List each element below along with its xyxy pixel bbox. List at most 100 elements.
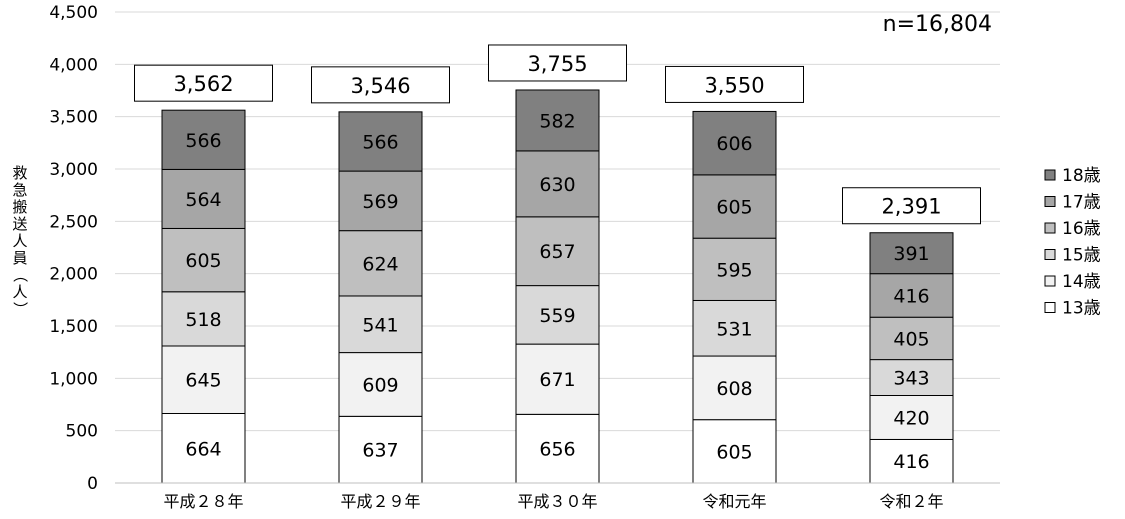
- data-label: 518: [185, 309, 221, 331]
- data-label: 416: [893, 285, 929, 307]
- y-tick-label: 1,500: [49, 317, 98, 337]
- x-tick-label: 平成２９年: [340, 492, 420, 511]
- y-axis-label-char: 人: [12, 232, 27, 250]
- bar-segment: [692, 355, 777, 421]
- y-tick-label: 0: [87, 474, 98, 494]
- total-labels: 3,562 3,546 3,755 3,550 2,391: [134, 44, 981, 225]
- legend-label: 18歳: [1062, 166, 1101, 186]
- data-label: 657: [539, 241, 575, 263]
- bar-segment: [338, 230, 423, 297]
- x-tick-label: 令和元年: [702, 492, 766, 511]
- bar-segment: [515, 285, 600, 345]
- data-label: 664: [185, 438, 221, 460]
- data-label: 566: [362, 131, 398, 153]
- y-tick-label: 3,000: [49, 160, 98, 180]
- data-label: 637: [362, 440, 398, 462]
- data-label: 582: [539, 110, 575, 132]
- legend-swatch: [1044, 275, 1056, 287]
- bar-segment: [515, 216, 600, 287]
- data-label: 559: [539, 305, 575, 327]
- data-label: 608: [716, 378, 752, 400]
- bar-segment: [515, 413, 600, 484]
- y-tick-label: 4,500: [49, 3, 98, 23]
- total-box: [311, 66, 450, 104]
- bar-segment: [515, 343, 600, 415]
- total-label: 3,755: [527, 52, 587, 76]
- data-label: 630: [539, 174, 575, 196]
- y-axis-label-char: 送: [12, 215, 27, 233]
- total-box: [488, 44, 627, 82]
- x-tick-label: 平成３０年: [517, 492, 597, 511]
- data-label: 405: [893, 328, 929, 350]
- bar-segment: [692, 419, 777, 484]
- data-label: 645: [185, 370, 221, 392]
- bar-segment: [338, 111, 423, 172]
- x-tick-label: 令和２年: [879, 492, 943, 511]
- y-tick-label: 4,000: [49, 55, 98, 75]
- data-label: 420: [893, 407, 929, 429]
- y-axis-label-char: 急: [12, 181, 27, 199]
- bar-segment: [692, 110, 777, 176]
- legend-swatch: [1044, 302, 1056, 313]
- data-label: 416: [893, 451, 929, 473]
- y-axis-label-char: 救: [12, 164, 27, 182]
- bar-segment: [515, 89, 600, 152]
- total-label: 3,546: [350, 74, 410, 98]
- data-label: 531: [716, 318, 752, 340]
- bar-segment: [692, 237, 777, 301]
- bar-segment: [161, 291, 246, 347]
- total-label: 2,391: [881, 195, 941, 219]
- bar-segment: [161, 345, 246, 415]
- data-label: 391: [893, 243, 929, 265]
- data-label: 595: [716, 259, 752, 281]
- total-label: 3,562: [173, 72, 233, 96]
- y-axis-label-char: 人: [12, 283, 27, 301]
- bar-segment: [515, 150, 600, 218]
- bar-segment: [338, 295, 423, 354]
- bar-segment: [869, 232, 954, 275]
- x-tick-label: 平成２８年: [163, 492, 243, 511]
- bar-segment: [338, 352, 423, 417]
- legend-swatch: [1044, 169, 1056, 181]
- bar-segment: [869, 316, 954, 361]
- legend-swatch: [1044, 222, 1056, 234]
- data-label: 605: [716, 197, 752, 219]
- bar-segment: [692, 299, 777, 357]
- bar-segment: [161, 168, 246, 229]
- total-box: [665, 65, 804, 103]
- data-label: 609: [362, 374, 398, 396]
- legend-swatch: [1044, 249, 1056, 260]
- y-axis-label-char: ）: [11, 301, 29, 316]
- total-box: [134, 64, 273, 102]
- bars: 664 645 518 605 564 566 637 609 541 624 569 566 656 6…: [161, 89, 954, 484]
- data-label: 606: [716, 133, 752, 155]
- legend: 18歳 17歳 16歳 15歳 14歳 13歳: [1044, 166, 1101, 319]
- bar-segment: [869, 273, 954, 318]
- bar-segment: [161, 109, 246, 170]
- y-tick-label: 2,000: [49, 265, 98, 285]
- data-label: 605: [185, 250, 221, 272]
- bar-segment: [869, 394, 954, 440]
- y-axis-label-char: （: [11, 267, 29, 282]
- legend-label: 14歳: [1062, 272, 1101, 292]
- data-label: 605: [716, 441, 752, 463]
- data-label: 541: [362, 314, 398, 336]
- y-tick-label: 500: [66, 422, 98, 442]
- y-tick-label: 2,500: [49, 212, 98, 232]
- x-axis-ticks: 平成２８年 平成２９年 平成３０年 令和元年 令和２年: [163, 492, 943, 511]
- legend-label: 17歳: [1062, 193, 1101, 213]
- y-tick-label: 1,000: [49, 369, 98, 389]
- bar-segment: [869, 359, 954, 396]
- data-label: 656: [539, 439, 575, 461]
- y-axis-label-char: 員: [12, 249, 27, 267]
- legend-label: 16歳: [1062, 219, 1101, 239]
- legend-swatch: [1044, 196, 1056, 207]
- y-axis-ticks: 0 500 1,000 1,500 2,000 2,500 3,000 3,500 4,000 4…: [49, 3, 98, 494]
- data-label: 343: [893, 368, 929, 390]
- bar-segment: [692, 174, 777, 239]
- data-label: 624: [362, 253, 398, 275]
- legend-label: 13歳: [1062, 299, 1101, 319]
- data-label: 569: [362, 191, 398, 213]
